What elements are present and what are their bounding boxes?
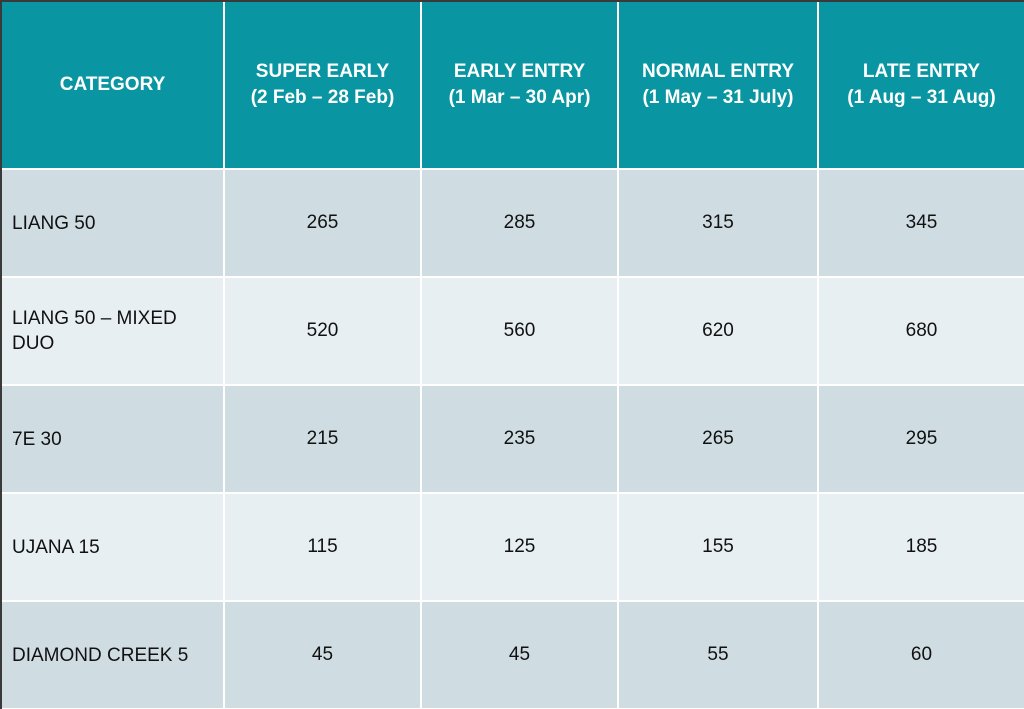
price-cell: 60 xyxy=(819,602,1024,708)
price: 45 xyxy=(311,644,334,665)
header-cell: EARLY ENTRY (1 Mar – 30 Apr) xyxy=(422,2,617,168)
header-title: EARLY ENTRY xyxy=(453,61,586,82)
category-name: 7E 30 xyxy=(12,428,62,450)
price: 60 xyxy=(910,644,933,665)
header-cell: LATE ENTRY (1 Aug – 31 Aug) xyxy=(819,2,1024,168)
price-cell: 185 xyxy=(819,494,1024,600)
category-name: UJANA 15 xyxy=(12,536,100,558)
price-cell: 45 xyxy=(225,602,420,708)
price: 520 xyxy=(306,320,339,341)
category-cell: 7E 30 xyxy=(2,386,223,492)
price: 680 xyxy=(905,320,938,341)
header-dates: (1 May – 31 July) xyxy=(642,87,794,108)
category-cell: LIANG 50 – MIXED DUO xyxy=(2,278,223,384)
price-cell: 345 xyxy=(819,170,1024,276)
price: 345 xyxy=(905,212,938,233)
header-dates: (1 Mar – 30 Apr) xyxy=(448,87,591,108)
price: 185 xyxy=(905,536,938,557)
price-cell: 265 xyxy=(619,386,817,492)
price-cell: 680 xyxy=(819,278,1024,384)
price: 295 xyxy=(905,428,938,449)
header-cell: SUPER EARLY (2 Feb – 28 Feb) xyxy=(225,2,420,168)
price: 235 xyxy=(503,428,536,449)
price-cell: 295 xyxy=(819,386,1024,492)
price: 215 xyxy=(306,428,339,449)
price-cell: 215 xyxy=(225,386,420,492)
price: 155 xyxy=(702,536,734,557)
price-cell: 285 xyxy=(422,170,617,276)
header-dates: (1 Aug – 31 Aug) xyxy=(847,87,996,108)
header-cell: NORMAL ENTRY (1 May – 31 July) xyxy=(619,2,817,168)
price: 560 xyxy=(503,320,536,341)
price-cell: 45 xyxy=(422,602,617,708)
price-cell: 155 xyxy=(619,494,817,600)
category-cell: DIAMOND CREEK 5 xyxy=(2,602,223,708)
price-cell: 315 xyxy=(619,170,817,276)
price-cell: 560 xyxy=(422,278,617,384)
price: 620 xyxy=(702,320,734,341)
header-dates: (2 Feb – 28 Feb) xyxy=(250,87,395,108)
price-cell: 235 xyxy=(422,386,617,492)
price: 55 xyxy=(707,644,729,665)
price: 45 xyxy=(508,644,531,665)
price-cell: 55 xyxy=(619,602,817,708)
price-cell: 265 xyxy=(225,170,420,276)
header-title: SUPER EARLY xyxy=(255,61,390,82)
price: 285 xyxy=(503,212,536,233)
price: 265 xyxy=(306,212,339,233)
category-name: LIANG 50 – MIXED DUO xyxy=(12,308,177,354)
header-title: NORMAL ENTRY xyxy=(642,61,794,82)
header-title: LATE ENTRY xyxy=(862,61,981,82)
category-cell: UJANA 15 xyxy=(2,494,223,600)
price: 125 xyxy=(503,536,536,557)
price-cell: 520 xyxy=(225,278,420,384)
price-cell: 115 xyxy=(225,494,420,600)
category-name: LIANG 50 xyxy=(12,212,96,234)
category-name: DIAMOND CREEK 5 xyxy=(12,644,189,666)
price: 115 xyxy=(307,536,338,557)
category-cell: LIANG 50 xyxy=(2,170,223,276)
price: 315 xyxy=(702,212,734,233)
header-cell: CATEGORY xyxy=(2,2,223,168)
price-cell: 620 xyxy=(619,278,817,384)
price-cell: 125 xyxy=(422,494,617,600)
header-title: CATEGORY xyxy=(59,74,166,95)
price: 265 xyxy=(702,428,734,449)
